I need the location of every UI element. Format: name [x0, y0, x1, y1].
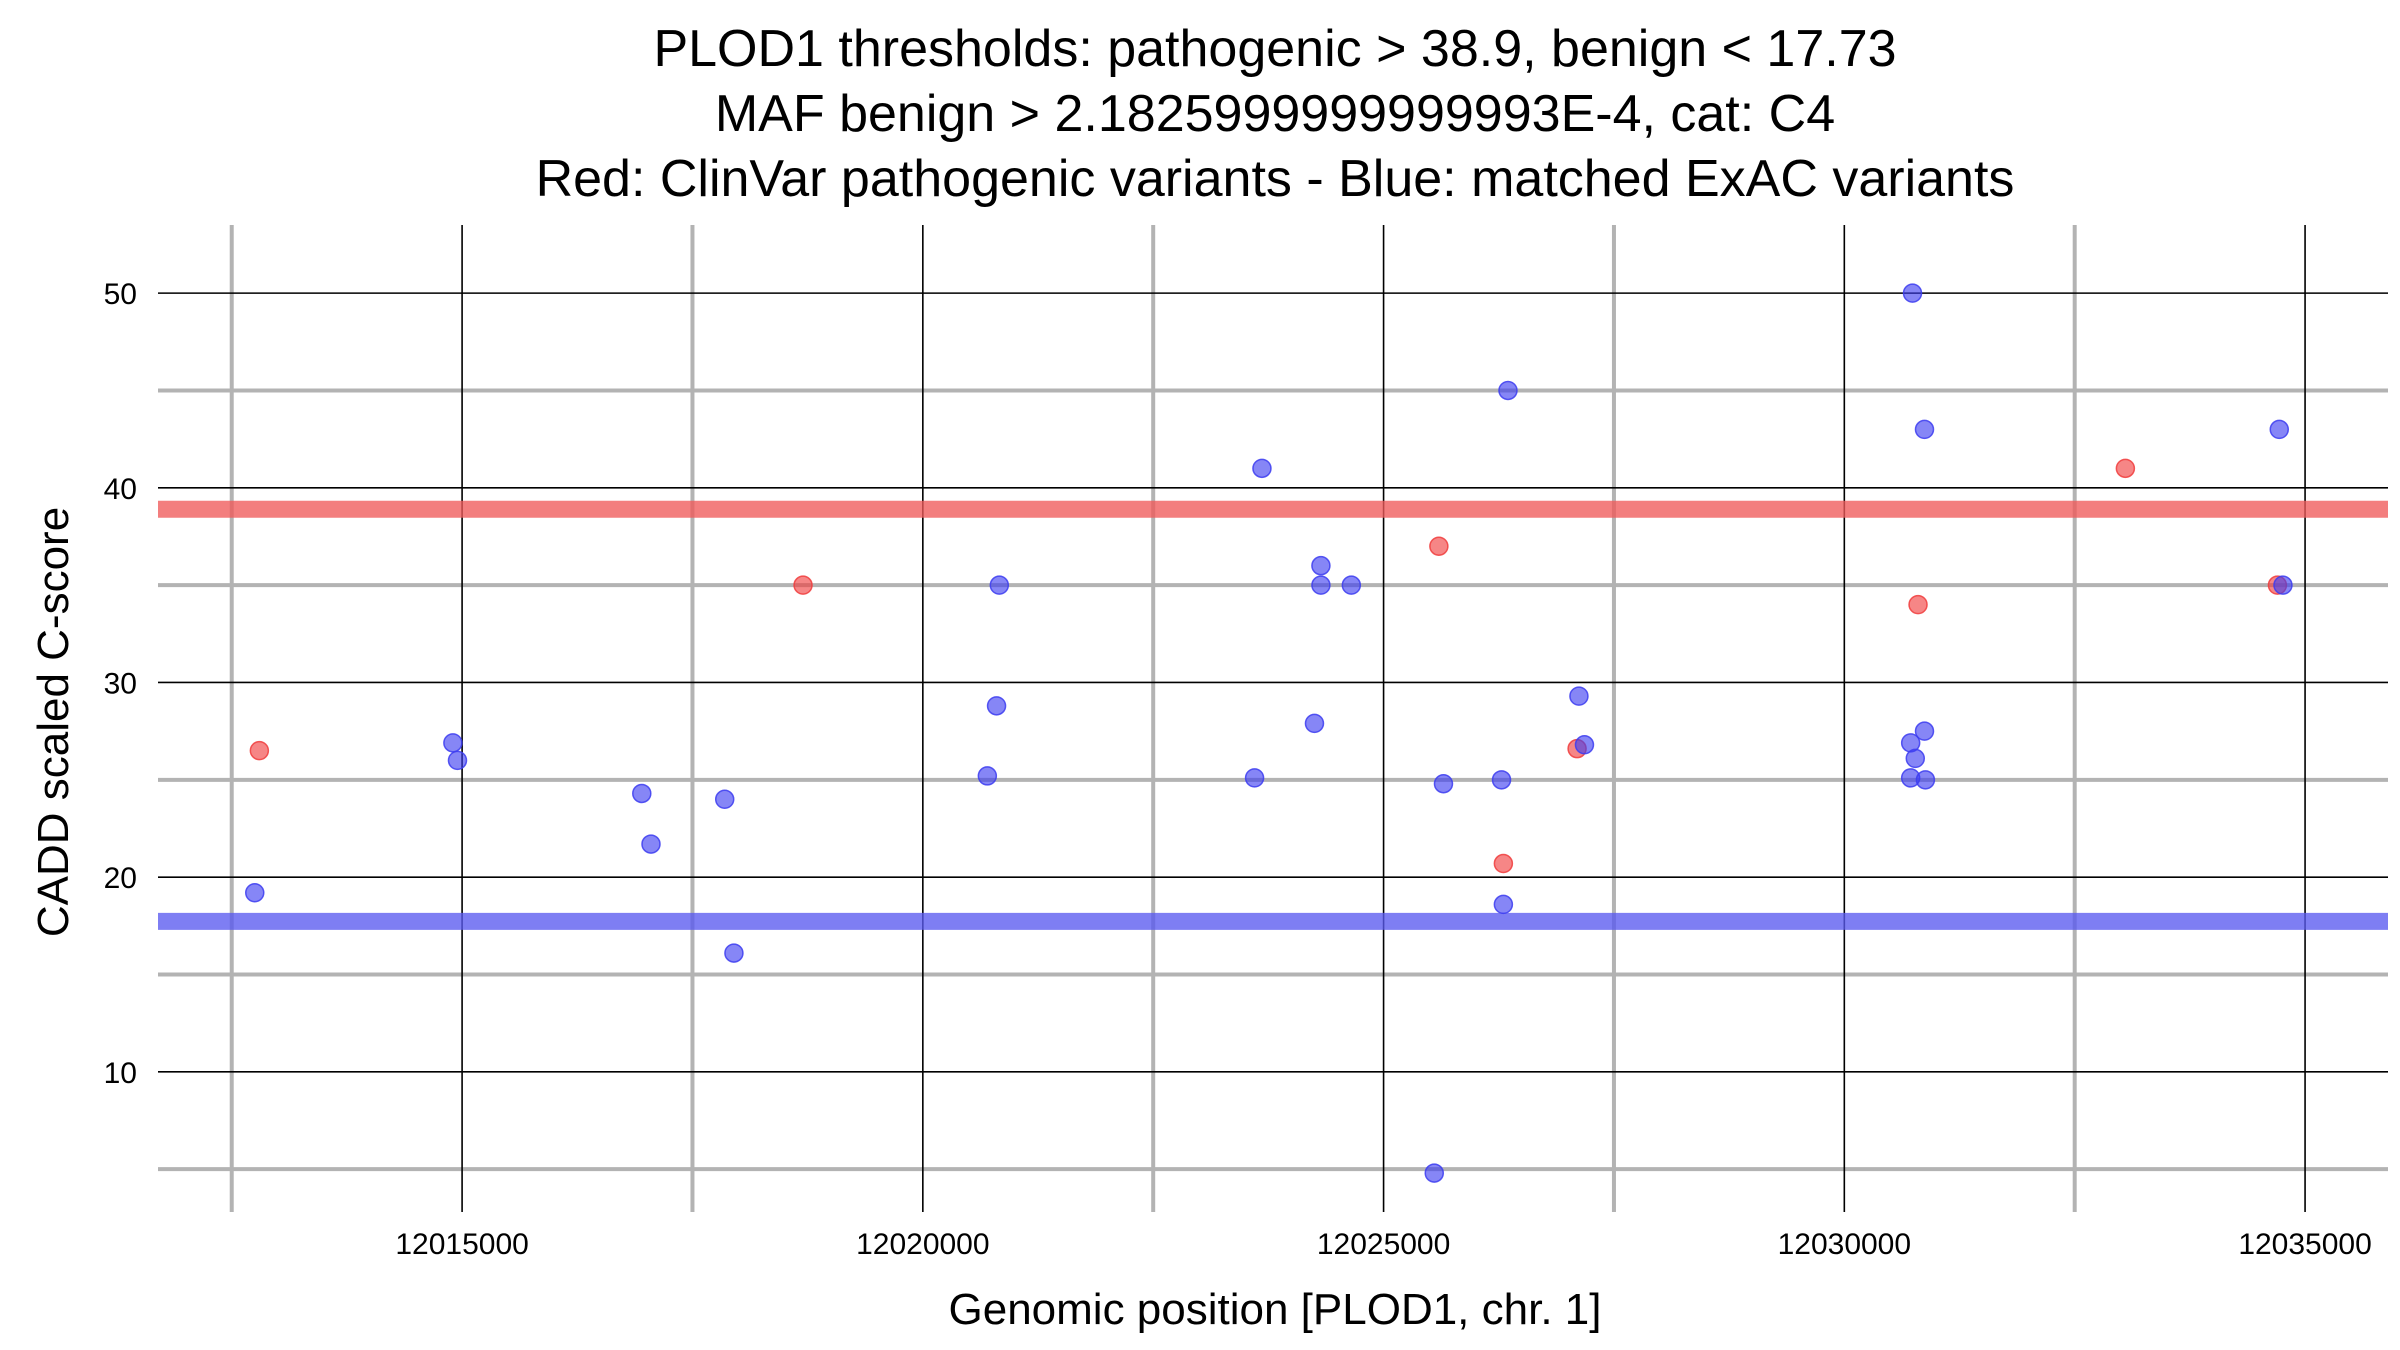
exac-point-11 [1252, 458, 1272, 479]
pathogenic-point-1 [793, 575, 813, 595]
exac-point-10 [1244, 768, 1265, 788]
exac-point-17 [1433, 773, 1454, 794]
exac-point-13 [1311, 555, 1331, 576]
threshold-lines [158, 500, 2388, 930]
exac-point-30 [2269, 419, 2290, 440]
exac-point-6 [724, 943, 744, 963]
exac-point-19 [1493, 894, 1514, 915]
pathogenic-point-5 [1908, 594, 1928, 615]
x-tick-label-0: 12015000 [395, 1228, 528, 1261]
pathogenic-point-2 [1429, 536, 1449, 556]
exac-point-16 [1424, 1163, 1445, 1183]
x-axis-title: Genomic position [PLOD1, chr. 1] [949, 1285, 1602, 1334]
pathogenic-point-0 [249, 740, 270, 761]
y-tick-label-2: 30 [104, 667, 137, 700]
grid-lines [158, 225, 2388, 1212]
exac-point-14 [1311, 575, 1331, 595]
exac-point-5 [714, 789, 735, 810]
exac-point-20 [1498, 380, 1518, 401]
x-tick-label-1: 12020000 [856, 1228, 989, 1261]
y-tick-label-0: 10 [104, 1057, 137, 1090]
exac-point-4 [641, 834, 661, 854]
x-tick-label-3: 12030000 [1778, 1228, 1911, 1261]
pathogenic-point-3 [1493, 853, 1514, 874]
title-line-1: PLOD1 thresholds: pathogenic > 38.9, ben… [653, 20, 1896, 78]
exac-point-0 [245, 882, 265, 903]
exac-point-7 [977, 766, 998, 786]
exac-point-3 [632, 783, 652, 804]
exac-point-29 [1915, 770, 1936, 790]
title-line-2: MAF benign > 2.1825999999999993E-4, cat:… [715, 85, 1835, 143]
data-points [245, 283, 2293, 1183]
y-tick-label-3: 40 [104, 473, 137, 506]
y-axis-title: CADD scaled C-score [29, 507, 78, 937]
exac-point-9 [989, 575, 1010, 595]
x-tick-label-2: 12025000 [1317, 1228, 1450, 1261]
title-line-3: Red: ClinVar pathogenic variants - Blue:… [536, 150, 2015, 208]
exac-point-25 [1902, 283, 1923, 303]
exac-point-27 [1914, 419, 1935, 440]
y-tick-label-1: 20 [104, 862, 137, 895]
exac-point-2 [447, 750, 468, 771]
exac-point-28 [1914, 721, 1935, 741]
exac-point-26 [1905, 748, 1926, 769]
tick-labels: 12015000 12020000 12025000 12030000 12035000… [104, 278, 2372, 1261]
exac-point-8 [986, 696, 1007, 716]
chart-title: PLOD1 thresholds: pathogenic > 38.9, ben… [536, 20, 2015, 208]
exac-point-18 [1491, 770, 1512, 790]
y-tick-label-4: 50 [104, 278, 137, 311]
exac-point-12 [1304, 713, 1325, 734]
exac-point-21 [1569, 686, 1589, 706]
pathogenic-point-6 [2115, 458, 2136, 479]
exac-point-1 [443, 733, 463, 753]
exac-point-15 [1341, 575, 1362, 595]
x-tick-label-4: 12035000 [2238, 1228, 2371, 1261]
exac-point-22 [1574, 735, 1595, 755]
exac-point-31 [2273, 575, 2293, 595]
